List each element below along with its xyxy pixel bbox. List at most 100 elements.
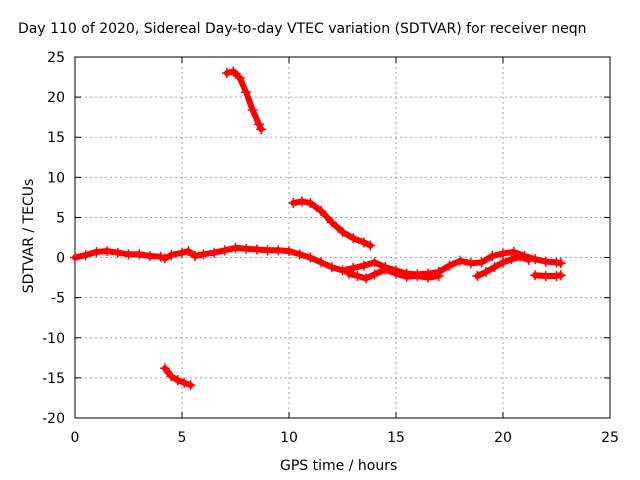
data-point (412, 271, 423, 282)
data-point (433, 271, 444, 282)
data-point (172, 375, 183, 386)
x-axis-label: GPS time / hours (280, 458, 398, 474)
series-arc-high (223, 68, 265, 133)
data-point (369, 269, 380, 280)
data-point (189, 250, 200, 261)
data-point (540, 271, 551, 282)
data-point (423, 272, 434, 283)
data-point (489, 262, 500, 273)
y-tick-label: -15 (42, 371, 65, 387)
y-tick-label: 25 (47, 50, 65, 66)
data-point (159, 253, 170, 264)
data-point (241, 87, 252, 98)
data-point (166, 371, 177, 382)
data-point (183, 246, 194, 257)
x-tick-label: 25 (601, 430, 619, 446)
data-point (230, 242, 241, 253)
data-point (540, 256, 551, 267)
data-point (326, 262, 337, 273)
axis-ticks: 0 5 10 15 20 25 -20 -15 -10 -5 0 5 10 15 20 25 (42, 50, 619, 446)
data-point (530, 254, 541, 265)
plot-frame (74, 56, 611, 419)
data-point (369, 257, 380, 268)
y-tick-label: 20 (47, 90, 65, 106)
y-tick-label: 15 (47, 130, 65, 146)
data-point (455, 255, 466, 266)
data-point (361, 273, 372, 284)
data-point (401, 271, 412, 282)
data-point (159, 363, 170, 374)
y-axis-label: SDTVAR / TECUs (21, 178, 37, 294)
data-point (508, 246, 519, 257)
data-point (343, 268, 354, 279)
data-point (358, 237, 369, 248)
x-tick-label: 10 (280, 430, 298, 446)
data-point (221, 68, 232, 79)
x-tick-label: 15 (387, 430, 405, 446)
data-point (498, 248, 508, 259)
data-point (80, 250, 91, 261)
data-point (185, 380, 196, 391)
data-point (358, 260, 369, 271)
data-series (70, 66, 566, 391)
data-point (102, 246, 113, 257)
y-tick-label: 10 (47, 170, 65, 186)
data-point (337, 265, 348, 276)
data-point (348, 262, 359, 273)
data-point (209, 247, 220, 258)
data-point (228, 66, 239, 77)
data-point (530, 270, 541, 281)
data-point (326, 217, 337, 228)
x-tick-label: 5 (178, 430, 187, 446)
data-point (91, 246, 102, 257)
data-point (555, 258, 566, 269)
data-point (515, 251, 526, 262)
y-tick-label: -10 (42, 331, 65, 347)
data-point (305, 252, 316, 263)
data-point (241, 243, 252, 254)
chart-title: Day 110 of 2020, Sidereal Day-to-day VTE… (18, 21, 587, 37)
y-tick-label: -20 (42, 411, 65, 427)
data-point (551, 257, 562, 268)
data-point (476, 257, 487, 268)
data-point (352, 271, 363, 282)
y-tick-label: 0 (56, 251, 65, 267)
data-point (262, 245, 273, 256)
data-point (234, 72, 245, 83)
data-point (480, 266, 491, 277)
data-point (555, 270, 566, 281)
data-point (254, 119, 265, 130)
data-point (498, 257, 508, 268)
data-point (444, 260, 455, 271)
data-point (256, 124, 267, 135)
data-point (155, 251, 166, 262)
data-point (348, 233, 359, 244)
data-point (296, 196, 307, 207)
data-point (316, 257, 327, 268)
data-point (177, 247, 187, 258)
data-point (391, 268, 401, 279)
y-tick-label: 5 (56, 210, 65, 226)
data-point (219, 245, 230, 256)
data-point (465, 258, 476, 269)
data-point (365, 240, 376, 251)
data-point (316, 206, 327, 217)
data-point (523, 254, 534, 265)
data-point (294, 249, 305, 260)
x-tick-label: 0 (71, 430, 80, 446)
data-point (273, 245, 284, 256)
grid (75, 57, 610, 418)
data-point (251, 244, 262, 255)
data-point (70, 252, 80, 263)
data-point (472, 271, 483, 282)
data-point (487, 250, 498, 261)
data-point (380, 264, 391, 275)
data-point (305, 198, 316, 209)
data-point (112, 247, 123, 258)
data-point (551, 271, 562, 282)
data-point (123, 249, 134, 260)
data-point (198, 249, 209, 260)
data-point (166, 250, 177, 261)
x-tick-label: 20 (494, 430, 512, 446)
data-point (134, 249, 145, 260)
